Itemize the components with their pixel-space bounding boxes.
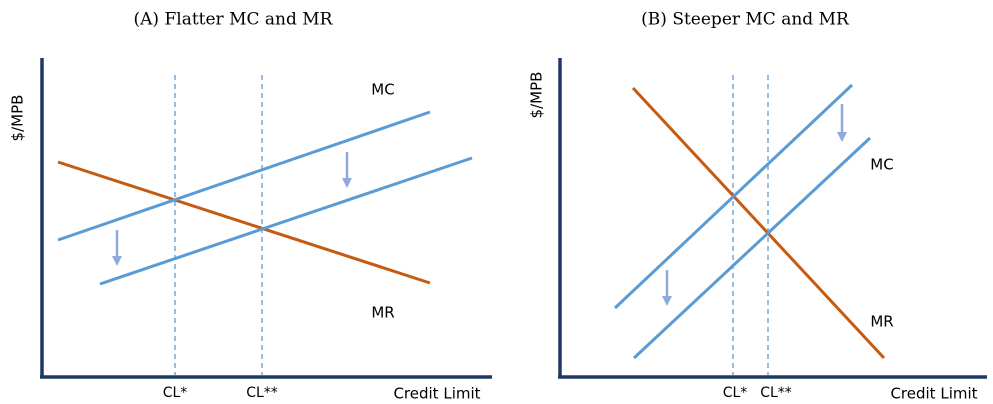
mr-label: MR [870,313,893,331]
x-axis-label: Credit Limit [890,385,977,403]
mc-line [57,110,431,242]
cl-star-label: CL* [163,385,188,401]
panel-a: (A) Flatter MC and MR $/MPB MC MR CL* CL… [9,10,492,403]
panel-b: (B) Steeper MC and MR $/MPB MC MR CL* CL… [528,10,987,403]
x-axis-label: Credit Limit [393,385,480,403]
panel-title: (B) Steeper MC and MR [641,10,850,30]
mc-line-shifted [99,156,473,286]
mc-line [613,83,854,310]
mr-line [631,86,886,360]
panel-title: (A) Flatter MC and MR [134,10,334,30]
y-axis-label: $/MPB [528,72,546,119]
mc-label: MC [371,81,394,99]
cl-star-star-label: CL** [246,385,278,401]
mr-line [57,160,431,285]
y-axis-label: $/MPB [9,95,27,142]
mr-label: MR [371,304,394,322]
cl-star-star-label: CL** [760,385,792,401]
mc-label: MC [870,156,893,174]
mc-line-shifted [632,136,872,360]
cl-star-label: CL* [723,385,748,401]
